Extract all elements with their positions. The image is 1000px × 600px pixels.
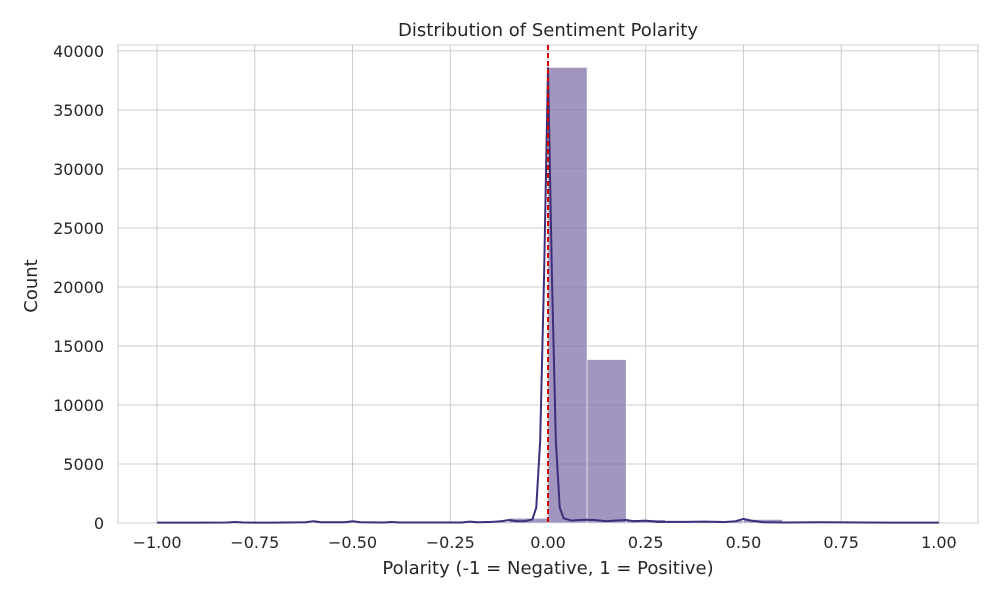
x-tick-label: −0.50 — [328, 533, 377, 552]
y-tick-label: 0 — [94, 514, 104, 533]
y-tick-label: 30000 — [53, 160, 104, 179]
y-tick-label: 25000 — [53, 219, 104, 238]
kde-curve-group — [157, 67, 939, 524]
x-axis-label: Polarity (-1 = Negative, 1 = Positive) — [382, 558, 713, 579]
y-axis-ticks: 0 5000 10000 15000 20000 25000 30000 35000 40000 — [53, 42, 104, 533]
x-tick-label: −0.75 — [230, 533, 279, 552]
y-tick-label: 5000 — [63, 455, 104, 474]
x-tick-label: 0.75 — [823, 533, 859, 552]
chart-title: Distribution of Sentiment Polarity — [398, 20, 698, 41]
x-tick-label: −0.25 — [426, 533, 475, 552]
y-tick-label: 40000 — [53, 42, 104, 61]
x-axis-ticks: −1.00 −0.75 −0.50 −0.25 0.00 0.25 0.50 0.75 1.00 — [133, 533, 957, 552]
x-tick-label: 0.50 — [726, 533, 762, 552]
y-tick-label: 15000 — [53, 337, 104, 356]
y-tick-label: 10000 — [53, 396, 104, 415]
y-tick-label: 20000 — [53, 278, 104, 297]
histogram-bar — [547, 67, 588, 524]
y-axis-label: Count — [21, 259, 42, 312]
kde-curve — [157, 67, 939, 524]
x-tick-label: 0.00 — [530, 533, 566, 552]
x-tick-label: 1.00 — [921, 533, 957, 552]
x-tick-label: 0.25 — [628, 533, 664, 552]
y-tick-label: 35000 — [53, 101, 104, 120]
x-tick-label: −1.00 — [133, 533, 182, 552]
histogram-bar — [586, 359, 627, 524]
